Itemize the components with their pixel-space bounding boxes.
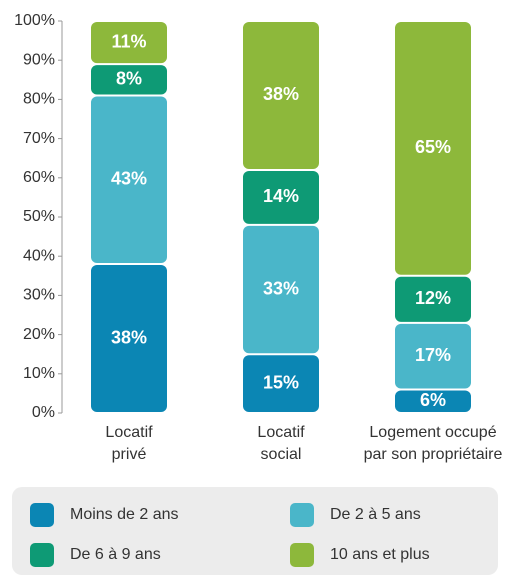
legend-swatch	[30, 503, 54, 527]
bar-segment	[395, 22, 471, 275]
y-tick-label: 90%	[23, 51, 55, 68]
y-tick-label: 70%	[23, 130, 55, 147]
value-label: 8%	[116, 69, 142, 89]
x-tick-label: Logement occupé	[369, 424, 496, 441]
legend-swatch	[30, 543, 54, 567]
y-tick-label: 80%	[23, 91, 55, 108]
value-label: 43%	[111, 169, 147, 189]
y-tick-label: 60%	[23, 169, 55, 186]
legend-label: De 2 à 5 ans	[330, 506, 421, 523]
bar-segment	[395, 390, 471, 412]
bar-segment	[243, 355, 319, 412]
value-label: 38%	[111, 327, 147, 347]
legend-label: 10 ans et plus	[330, 546, 430, 563]
bar-segment	[91, 96, 167, 264]
x-tick-label: privé	[112, 446, 147, 463]
y-tick-label: 40%	[23, 247, 55, 264]
y-tick-label: 0%	[32, 404, 55, 421]
legend-box	[12, 487, 498, 575]
value-label: 14%	[263, 186, 299, 206]
value-label: 38%	[263, 84, 299, 104]
bar-segment	[243, 22, 319, 169]
x-tick-label: social	[261, 446, 302, 463]
bar-segment	[243, 225, 319, 354]
y-tick-label: 10%	[23, 365, 55, 382]
x-tick-label: Locatif	[105, 424, 153, 441]
value-label: 6%	[420, 390, 446, 410]
bar-segment	[91, 65, 167, 95]
legend-swatch	[290, 543, 314, 567]
bar-segment	[243, 170, 319, 224]
legend-label: Moins de 2 ans	[70, 506, 179, 523]
y-tick-label: 20%	[23, 326, 55, 343]
legend-label: De 6 à 9 ans	[70, 546, 161, 563]
value-label: 65%	[415, 137, 451, 157]
value-label: 33%	[263, 278, 299, 298]
y-tick-label: 50%	[23, 208, 55, 225]
y-tick-label: 30%	[23, 287, 55, 304]
x-tick-label: Locatif	[257, 424, 305, 441]
bar-segment	[395, 276, 471, 322]
value-label: 12%	[415, 288, 451, 308]
value-label: 11%	[111, 31, 146, 51]
bar-segment	[91, 265, 167, 412]
value-label: 17%	[415, 345, 451, 365]
y-tick-label: 100%	[14, 12, 55, 29]
value-label: 15%	[263, 372, 299, 392]
bar-segment	[91, 22, 167, 64]
x-tick-label: par son propriétaire	[364, 446, 503, 463]
legend-swatch	[290, 503, 314, 527]
bar-segment	[395, 323, 471, 389]
